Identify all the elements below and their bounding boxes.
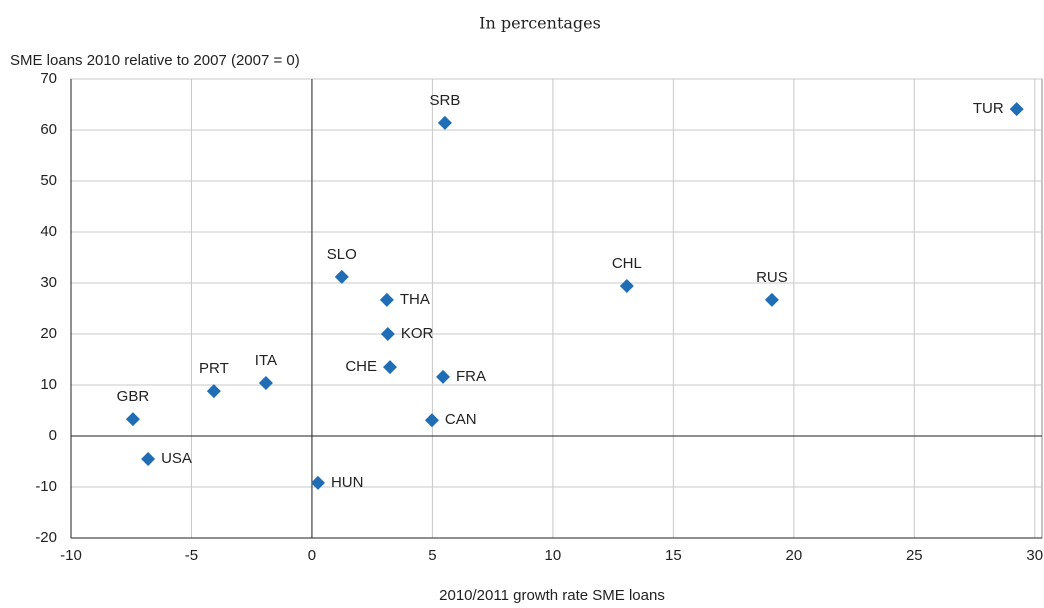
x-tick-label: 0 (308, 547, 316, 564)
point (424, 413, 439, 428)
y-tick-label: 40 (40, 223, 57, 240)
point-label: SRB (430, 92, 461, 109)
point (383, 360, 398, 375)
point (334, 269, 349, 284)
point-label: PRT (199, 360, 229, 377)
chart-subtitle: In percentages (479, 14, 601, 33)
x-tick-label: 5 (428, 547, 436, 564)
point-label: CHL (612, 255, 642, 272)
y-tick-label: 20 (40, 325, 57, 342)
point-label: HUN (331, 474, 364, 491)
point-label: KOR (401, 325, 434, 342)
y-tick-label: 60 (40, 121, 57, 138)
x-axis-label: 2010/2011 growth rate SME loans (439, 587, 665, 604)
point (436, 369, 451, 384)
y-tick-label: -10 (35, 478, 57, 495)
point (764, 292, 779, 307)
point (258, 375, 273, 390)
point (380, 327, 395, 341)
x-tick-label: 10 (545, 547, 562, 564)
point (141, 451, 156, 466)
x-tick-label: -10 (60, 547, 82, 564)
y-tick-label: 10 (40, 376, 57, 393)
x-tick-label: -5 (185, 547, 198, 564)
x-tick-label: 30 (1026, 547, 1043, 564)
point-label: GBR (117, 388, 150, 405)
y-tick-label: 70 (40, 70, 57, 87)
point-label: SLO (327, 246, 357, 263)
y-axis-label: SME loans 2010 relative to 2007 (2007 = … (10, 52, 300, 69)
point (619, 279, 634, 294)
point (1009, 102, 1024, 117)
point-label: RUS (756, 269, 788, 286)
point-label: THA (400, 291, 430, 308)
point-label: FRA (456, 368, 486, 385)
x-tick-label: 25 (906, 547, 923, 564)
point (125, 412, 140, 427)
y-tick-label: 30 (40, 274, 57, 291)
point-label: TUR (973, 100, 1004, 117)
y-tick-label: 0 (49, 427, 57, 444)
y-tick-label: -20 (35, 529, 57, 546)
point-label: CHE (345, 358, 377, 375)
point-label: CAN (445, 411, 477, 428)
point (379, 292, 394, 307)
x-tick-label: 20 (785, 547, 802, 564)
x-tick-label: 15 (665, 547, 682, 564)
point (437, 115, 452, 130)
point-label: ITA (255, 352, 277, 369)
y-tick-label: 50 (40, 172, 57, 189)
plot-area (70, 78, 1043, 539)
point (310, 475, 325, 490)
point-label: USA (161, 450, 192, 467)
point (206, 384, 221, 399)
